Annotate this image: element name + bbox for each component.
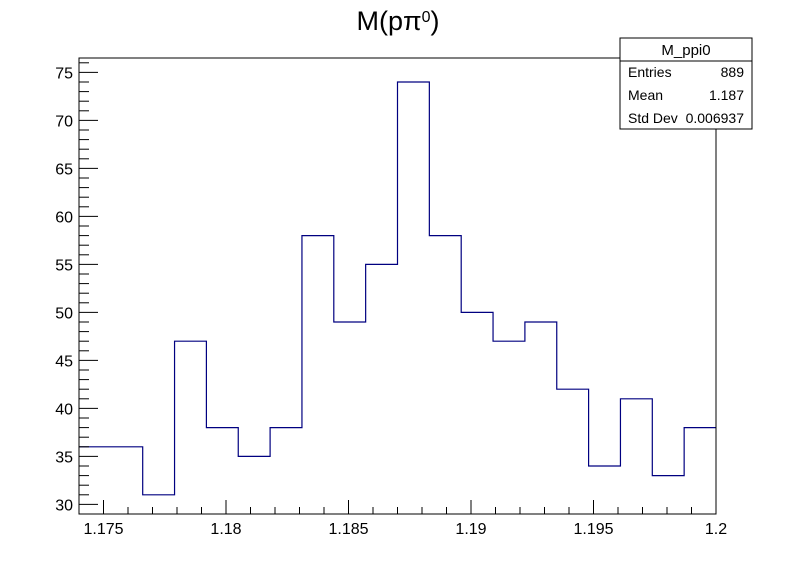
y-tick-label: 75 [55, 65, 73, 82]
histogram-bin [111, 447, 143, 514]
histogram-bin [302, 236, 334, 514]
histogram-outline [79, 81, 716, 496]
stats-label-entries: Entries [628, 64, 672, 80]
y-tick-label: 45 [55, 353, 73, 370]
stats-value-mean: 1.187 [709, 87, 744, 103]
x-tick-label: 1.185 [328, 521, 368, 538]
histogram-bin [525, 322, 557, 514]
x-tick-label: 1.18 [210, 521, 241, 538]
stats-label-stddev: Std Dev [628, 110, 678, 126]
histogram-bin [620, 399, 652, 514]
histogram-bin [684, 428, 716, 514]
x-axis: 1.175 1.18 1.185 1.19 1.195 1.2 [78, 500, 727, 538]
stats-label-mean: Mean [628, 87, 663, 103]
y-axis: 30 35 40 45 50 55 60 65 70 75 [55, 62, 98, 515]
y-tick-label: 65 [55, 161, 73, 178]
histogram-bin [461, 312, 493, 514]
histogram-bin [652, 476, 684, 514]
y-tick-label: 60 [55, 209, 73, 226]
y-tick-label: 40 [55, 401, 73, 418]
histogram-bin [143, 495, 175, 514]
stats-value-stddev: 0.006937 [686, 110, 745, 126]
histogram-bin [270, 428, 302, 514]
stats-box: M_ppi0 Entries 889 Mean 1.187 Std Dev 0.… [619, 37, 753, 130]
y-tick-label: 70 [55, 113, 73, 130]
stats-box-title: M_ppi0 [661, 42, 710, 59]
y-tick-label: 50 [55, 305, 73, 322]
x-tick-label: 1.175 [83, 521, 123, 538]
histogram-bin [206, 428, 238, 514]
histogram-bin [334, 322, 366, 514]
histogram-bin [398, 82, 430, 514]
histogram-bin [238, 456, 270, 514]
stats-value-entries: 889 [721, 64, 745, 80]
stats-box-frame [619, 37, 753, 130]
x-tick-label: 1.195 [573, 521, 613, 538]
chart-title: M(pπ0) [356, 6, 439, 36]
histogram-bin [493, 341, 525, 514]
histogram-series [79, 81, 716, 514]
x-tick-label: 1.2 [705, 521, 727, 538]
histogram-bin [175, 341, 207, 514]
y-tick-label: 55 [55, 257, 73, 274]
histogram-bin [366, 264, 398, 514]
y-tick-label: 35 [55, 449, 73, 466]
y-tick-label: 30 [55, 497, 73, 514]
histogram-bin [429, 236, 461, 514]
histogram-bin [557, 389, 589, 514]
x-tick-label: 1.19 [455, 521, 486, 538]
